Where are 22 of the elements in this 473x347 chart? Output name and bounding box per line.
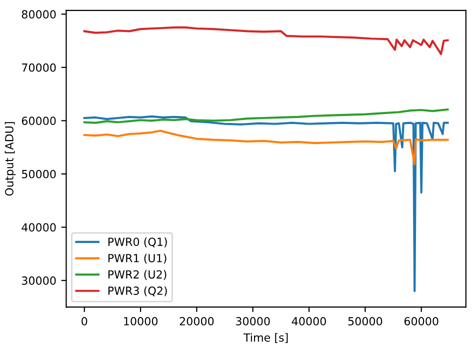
y-tick-label: 80000 — [22, 10, 56, 19]
x-tick-label: 20000 — [180, 317, 214, 326]
x-axis-title: Time [s] — [243, 333, 288, 344]
y-tick-label: 50000 — [22, 170, 56, 178]
legend-label: PWR1 (U1) — [108, 254, 166, 264]
legend-label: PWR3 (Q2) — [108, 286, 167, 296]
legend-label: PWR0 (Q1) — [108, 237, 167, 248]
x-tick-label: 60000 — [404, 317, 438, 326]
line-series — [83, 26, 449, 56]
y-tick-label: 70000 — [22, 63, 56, 72]
line-series — [83, 108, 449, 124]
x-tick-label: 50000 — [348, 317, 382, 326]
y-tick-label: 60000 — [22, 116, 56, 126]
y-tick-label: 30000 — [22, 276, 56, 285]
legend-label: PWR2 (U2) — [108, 270, 166, 280]
x-tick-label: 40000 — [292, 317, 326, 326]
line-series — [83, 130, 449, 166]
y-tick-label: 40000 — [22, 223, 56, 232]
y-axis-title: Output [ADU] — [4, 122, 16, 196]
x-tick-label: 30000 — [236, 317, 270, 326]
x-tick-label: 0 — [82, 317, 88, 326]
x-tick-label: 10000 — [124, 317, 158, 326]
